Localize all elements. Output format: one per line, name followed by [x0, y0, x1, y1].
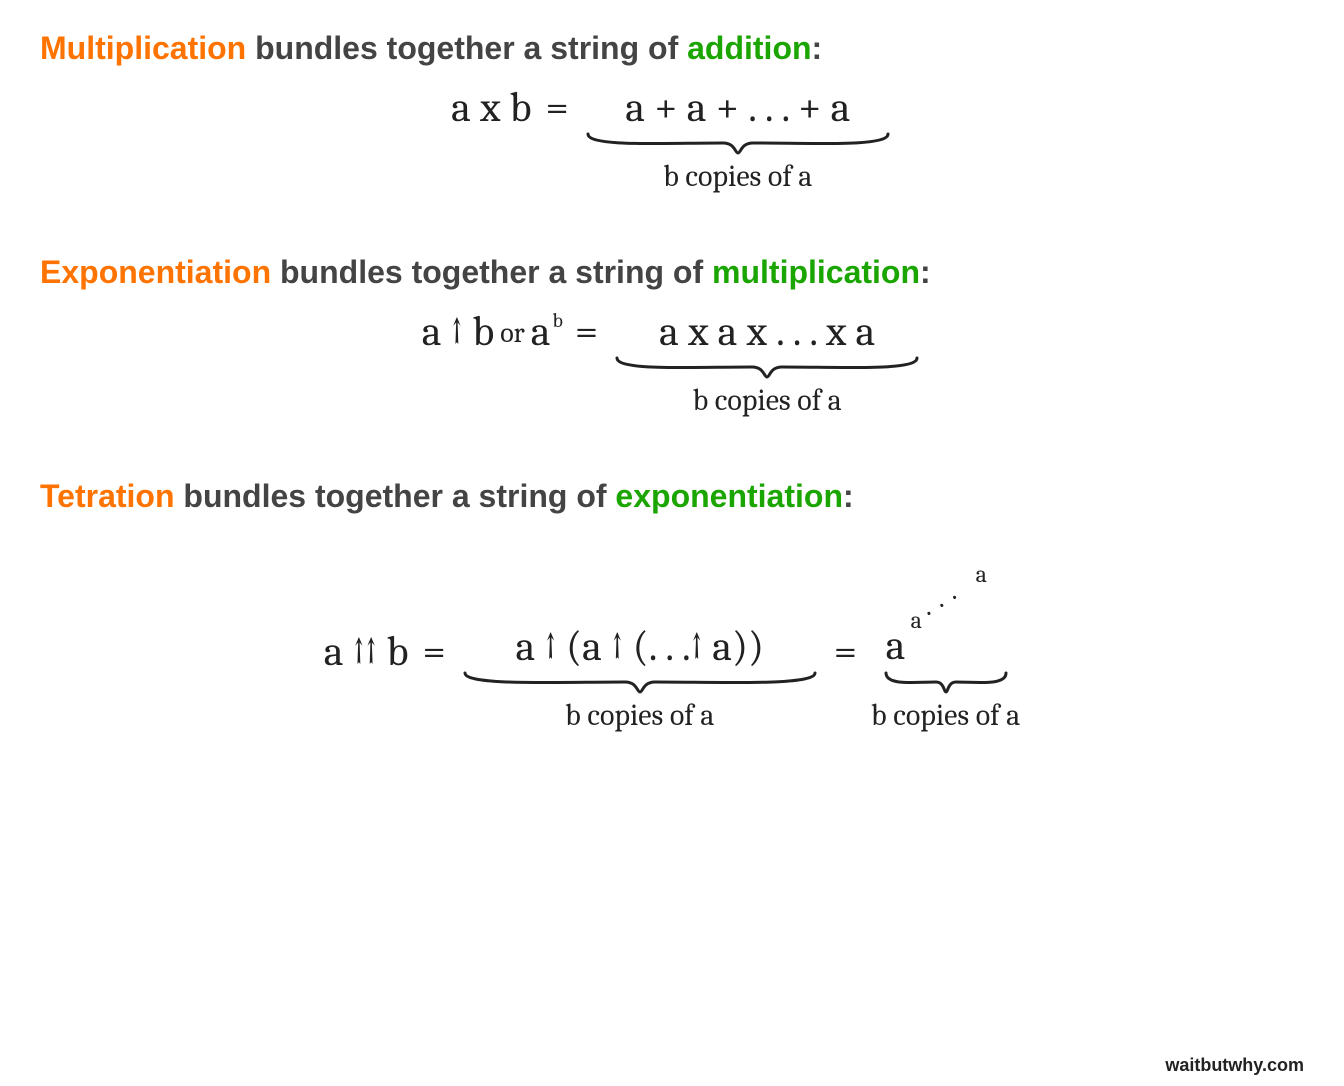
exp-rhs: a x a x . . . x a	[659, 309, 875, 355]
heading-hl2: exponentiation	[615, 478, 843, 514]
brace-icon	[612, 355, 922, 381]
exp-equals: =	[561, 309, 612, 355]
heading-exponentiation: Exponentiation bundles together a string…	[40, 254, 1304, 291]
heading-mid: bundles together a string of	[175, 478, 616, 514]
brace-icon	[583, 131, 893, 157]
mult-rhs: a + a + . . . + a	[625, 85, 850, 131]
tet-mid-braced: a ↑ (a ↑ (. . .↑ a)) b copies of a	[460, 624, 820, 733]
mult-brace-label: b copies of a	[663, 159, 812, 194]
heading-mid: bundles together a string of	[271, 254, 712, 290]
heading-hl2: addition	[687, 30, 811, 66]
tower-a1: a	[911, 606, 922, 634]
mult-lhs: a x b	[451, 85, 531, 131]
exp-pow-base: a	[531, 307, 551, 356]
heading-multiplication: Multiplication bundles together a string…	[40, 30, 1304, 67]
heading-tetration: Tetration bundles together a string of e…	[40, 478, 1304, 515]
power-tower: a a . . . a	[876, 570, 1016, 670]
heading-colon: :	[843, 478, 854, 514]
mult-equals: =	[532, 85, 583, 131]
heading-colon: :	[812, 30, 823, 66]
exp-lhs-power: ab	[531, 309, 561, 355]
equation-tetration: a ↑↑ b = a ↑ (a ↑ (. . .↑ a)) b copies o…	[40, 570, 1304, 733]
heading-hl2: multiplication	[712, 254, 920, 290]
brace-icon	[881, 670, 1011, 696]
tet-brace2-label: b copies of a	[871, 698, 1020, 733]
tower-a2: a	[976, 560, 987, 588]
exp-pow-exp: b	[553, 309, 563, 332]
heading-mid: bundles together a string of	[246, 30, 687, 66]
heading-hl1: Exponentiation	[40, 254, 271, 290]
heading-hl1: Tetration	[40, 478, 175, 514]
tet-lhs: a ↑↑ b	[324, 629, 409, 675]
exp-brace-label: b copies of a	[693, 383, 842, 418]
brace-icon	[460, 670, 820, 696]
mult-rhs-braced: a + a + . . . + a b copies of a	[583, 85, 893, 194]
exp-or: or	[494, 317, 531, 349]
page: Multiplication bundles together a string…	[0, 0, 1344, 1086]
equation-multiplication: a x b = a + a + . . . + a b copies of a	[40, 85, 1304, 194]
tet-equals-2: =	[820, 629, 871, 675]
attribution: waitbutwhy.com	[1165, 1055, 1304, 1076]
tet-equals-1: =	[408, 629, 459, 675]
heading-colon: :	[920, 254, 931, 290]
tower-a0: a	[886, 621, 906, 670]
exp-lhs-arrow: a ↑ b	[422, 309, 494, 355]
tet-tower-braced: a a . . . a b copies of a	[871, 570, 1020, 733]
exp-rhs-braced: a x a x . . . x a b copies of a	[612, 309, 922, 418]
tet-brace1-label: b copies of a	[565, 698, 714, 733]
heading-hl1: Multiplication	[40, 30, 246, 66]
tet-mid: a ↑ (a ↑ (. . .↑ a))	[515, 624, 764, 670]
equation-exponentiation: a ↑ b or ab = a x a x . . . x a b copies…	[40, 309, 1304, 418]
